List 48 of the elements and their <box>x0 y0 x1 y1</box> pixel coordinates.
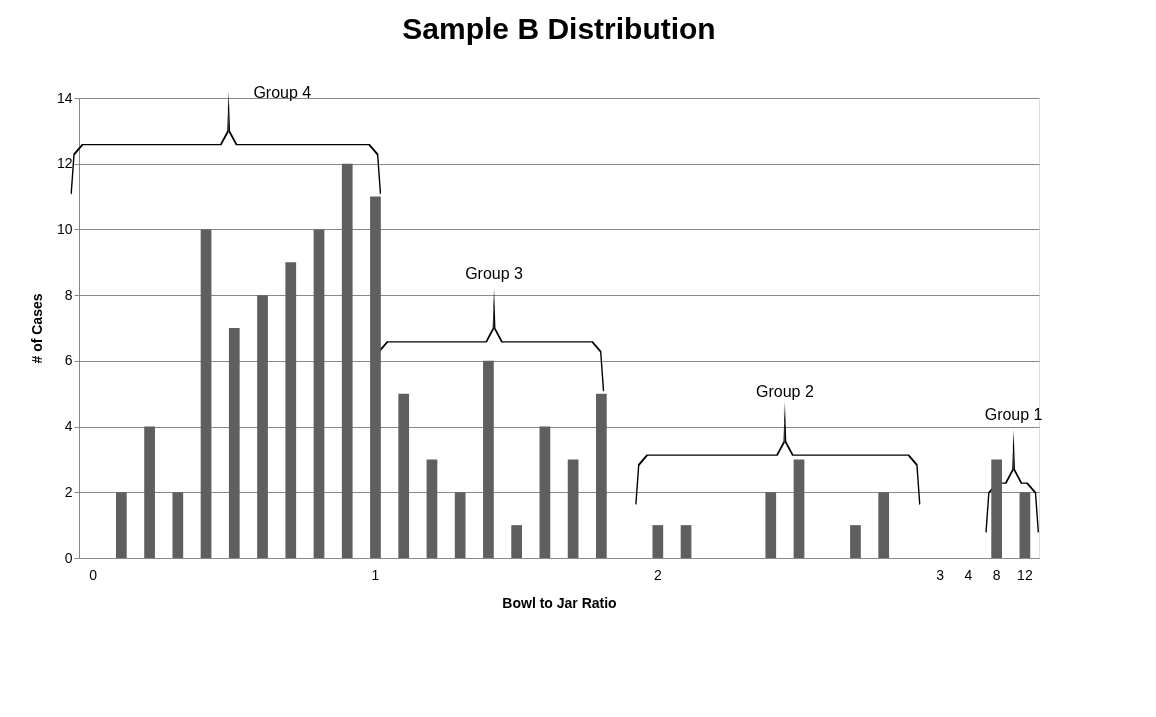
annotation: Group 2 <box>755 383 814 401</box>
bar <box>567 459 579 558</box>
x-tick-label: 12 <box>1017 566 1033 583</box>
bar <box>1019 492 1031 558</box>
x-tick-label: 0 <box>89 566 98 583</box>
x-tick-label: 3 <box>936 566 945 583</box>
bar <box>200 229 212 558</box>
bar <box>850 525 861 558</box>
bar <box>341 163 353 558</box>
bar <box>511 525 523 558</box>
bar <box>115 492 127 558</box>
y-tick-label: 2 <box>64 483 73 500</box>
annotation: Group 1 <box>984 406 1043 424</box>
bar <box>483 360 494 558</box>
x-tick-label: 4 <box>964 566 973 583</box>
y-axis-title: # of Cases <box>28 293 45 364</box>
y-tick-label: 8 <box>64 286 73 303</box>
y-tick-label: 0 <box>64 549 73 566</box>
chart-title: Sample B Distribution <box>402 12 716 46</box>
bar <box>991 459 1003 558</box>
annotation: Group 3 <box>465 265 524 282</box>
annotation: Group 4 <box>253 84 312 102</box>
bar <box>595 393 607 558</box>
bar <box>313 229 325 558</box>
bar <box>398 393 410 558</box>
bar <box>228 328 240 558</box>
bar <box>172 492 184 558</box>
y-tick-label: 14 <box>56 89 73 106</box>
bar <box>878 492 890 558</box>
bar <box>793 459 805 558</box>
bar <box>454 492 466 558</box>
bar <box>370 196 381 558</box>
y-tick-label: 12 <box>56 155 73 172</box>
x-axis-title: Bowl to Jar Ratio <box>502 594 617 611</box>
bar <box>765 492 777 558</box>
bar <box>652 525 664 558</box>
bar <box>257 295 268 558</box>
x-tick-label: 8 <box>992 566 1001 583</box>
bar <box>680 525 692 558</box>
bar <box>539 426 551 558</box>
x-tick-label: 1 <box>371 566 380 583</box>
bar <box>285 262 297 558</box>
bar <box>426 459 438 558</box>
x-tick-label: 2 <box>653 566 662 583</box>
y-tick-label: 6 <box>64 352 73 369</box>
y-tick-label: 4 <box>64 418 73 435</box>
bar <box>144 426 155 558</box>
y-tick-label: 10 <box>56 220 73 237</box>
